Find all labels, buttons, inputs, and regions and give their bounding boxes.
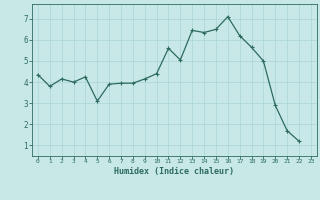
X-axis label: Humidex (Indice chaleur): Humidex (Indice chaleur) bbox=[115, 167, 234, 176]
